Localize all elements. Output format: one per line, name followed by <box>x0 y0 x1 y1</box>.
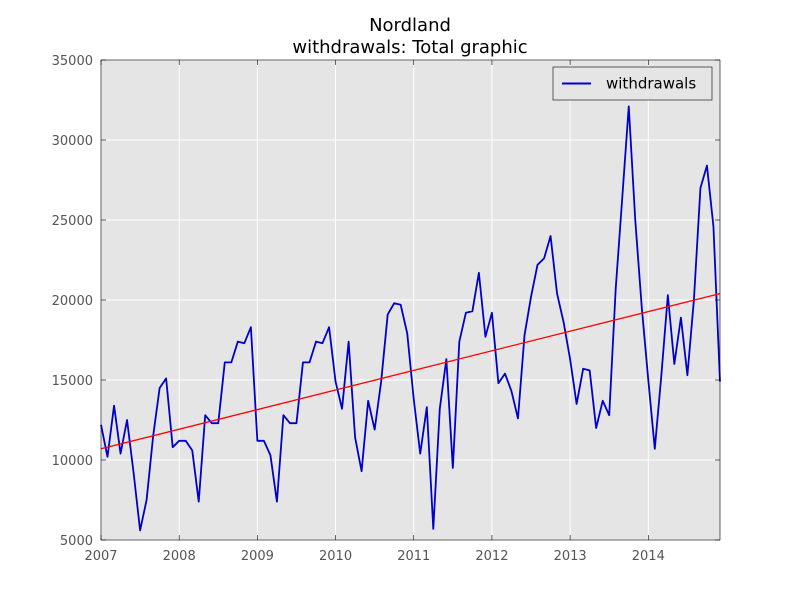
y-tick-label: 10000 <box>52 454 93 469</box>
x-tick-label: 2013 <box>554 549 587 564</box>
chart-title: Nordland <box>369 15 451 36</box>
legend-label: withdrawals <box>606 75 696 93</box>
x-tick-label: 2010 <box>319 549 352 564</box>
y-tick-label: 35000 <box>52 54 93 69</box>
y-tick-label: 5000 <box>60 534 93 549</box>
series-line-withdrawals <box>100 105 721 532</box>
chart-subtitle: withdrawals: Total graphic <box>292 37 527 58</box>
y-tick-label: 15000 <box>52 374 93 389</box>
x-tick-label: 2007 <box>84 549 117 564</box>
y-tick-label: 20000 <box>52 294 93 309</box>
x-tick-label: 2012 <box>475 549 508 564</box>
trend-line <box>100 292 721 450</box>
y-tick-label: 25000 <box>52 214 93 229</box>
legend: withdrawals <box>552 66 713 101</box>
x-tick-label: 2011 <box>397 549 430 564</box>
x-tick-label: 2009 <box>241 549 274 564</box>
y-tick-label: 30000 <box>52 134 93 149</box>
ticks: 2007 2008 2009 2010 2011 2012 2013 2014 5000 1000… <box>52 54 720 564</box>
x-tick-label: 2008 <box>163 549 196 564</box>
x-tick-label: 2014 <box>632 549 665 564</box>
series-layer <box>100 105 721 532</box>
